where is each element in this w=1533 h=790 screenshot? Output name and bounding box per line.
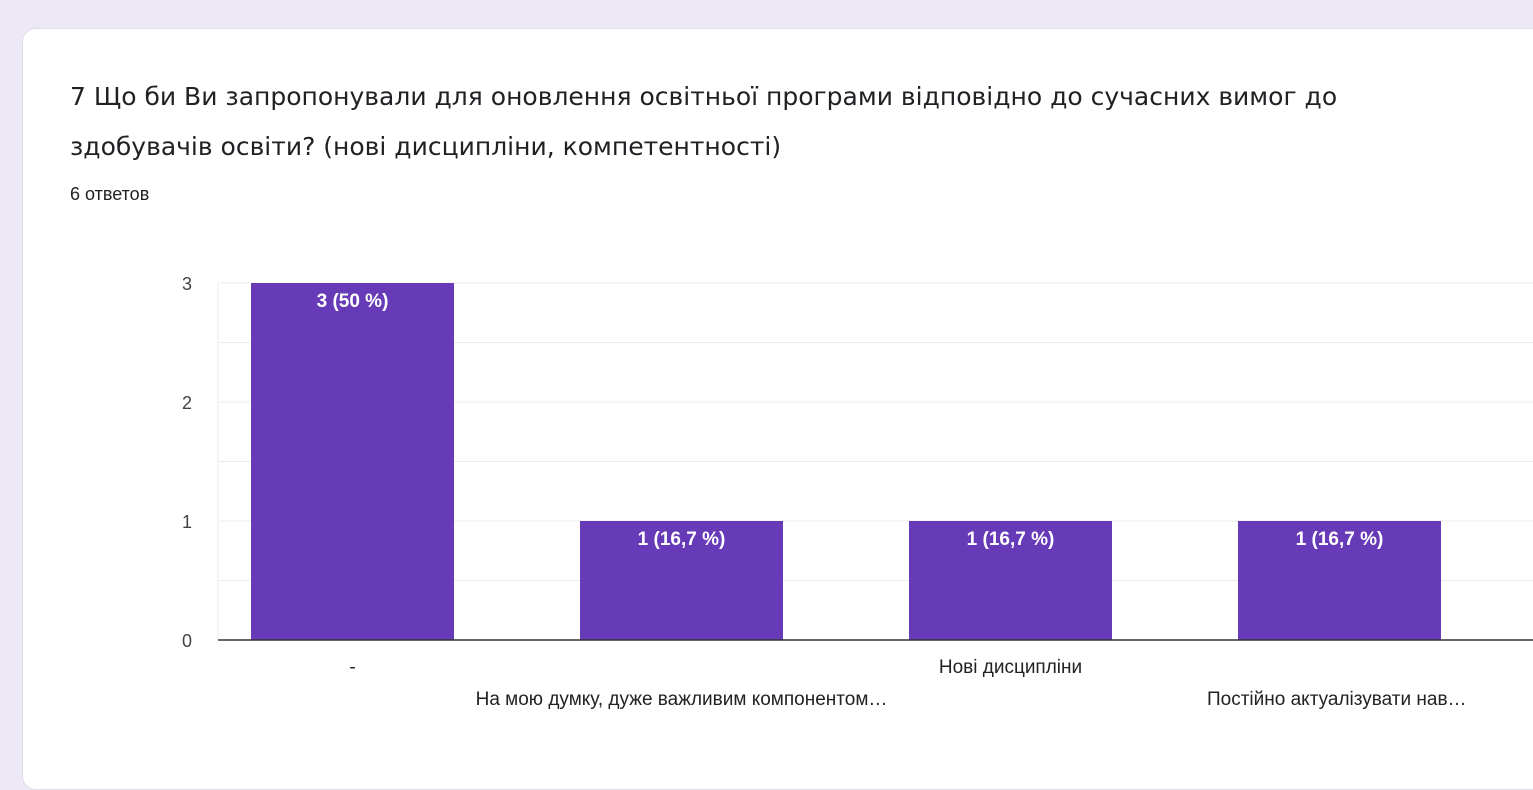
y-tick-label: 2 xyxy=(182,393,192,413)
data-label: 1 (16,7 %) xyxy=(638,529,726,550)
bar xyxy=(909,521,1112,640)
data-label: 1 (16,7 %) xyxy=(967,529,1055,550)
x-category-label: На мою думку, дуже важливим компонентом… xyxy=(476,689,888,710)
data-label: 3 (50 %) xyxy=(317,291,389,312)
response-count: 6 ответов xyxy=(70,184,150,204)
bar-chart: 0 1 2 3 3 (50 %) - 1 (16,7 %) На мою думку, дуж… xyxy=(182,274,1533,710)
bar xyxy=(580,521,783,640)
data-label: 1 (16,7 %) xyxy=(1296,529,1384,550)
question-title: 7 Що би Ви запропонували для оновлення о… xyxy=(70,82,1338,161)
x-category-label: Нові дисципліни xyxy=(939,657,1082,678)
y-tick-label: 3 xyxy=(182,274,192,294)
x-category-label: Постійно актуалізувати нав… xyxy=(1207,689,1467,710)
bar xyxy=(1238,521,1441,640)
x-category-label: - xyxy=(349,657,355,678)
y-tick-label: 1 xyxy=(182,512,192,532)
bar xyxy=(251,283,454,640)
y-tick-label: 0 xyxy=(182,631,192,651)
